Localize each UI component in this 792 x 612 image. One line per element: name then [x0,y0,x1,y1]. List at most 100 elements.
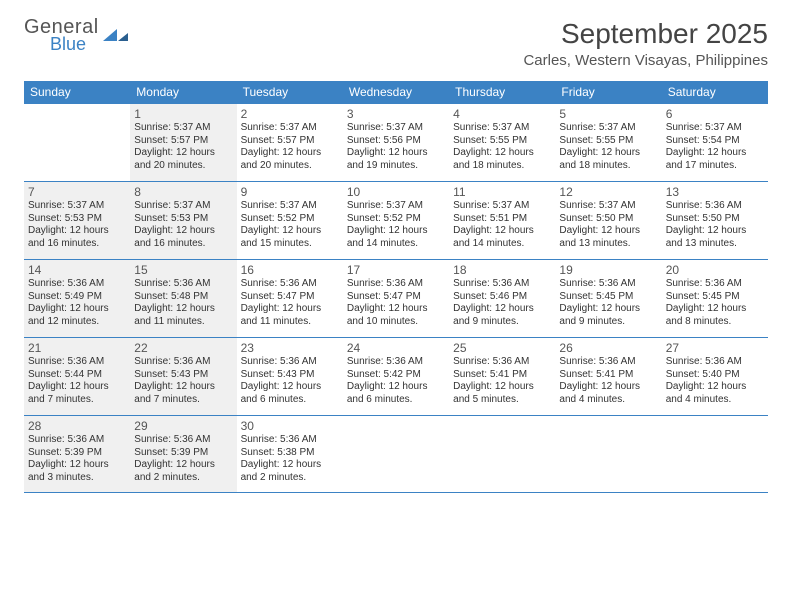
day-number: 15 [134,263,232,277]
calendar-cell: 14Sunrise: 5:36 AMSunset: 5:49 PMDayligh… [24,259,130,337]
calendar-cell: 9Sunrise: 5:37 AMSunset: 5:52 PMDaylight… [237,181,343,259]
weekday-header: Tuesday [237,81,343,103]
calendar-cell: 4Sunrise: 5:37 AMSunset: 5:55 PMDaylight… [449,103,555,181]
day-info: Sunrise: 5:36 AMSunset: 5:45 PMDaylight:… [666,278,764,328]
day-info: Sunrise: 5:36 AMSunset: 5:50 PMDaylight:… [666,200,764,250]
brand-line-2: Blue [24,36,86,52]
calendar-cell: 19Sunrise: 5:36 AMSunset: 5:45 PMDayligh… [555,259,661,337]
day-info: Sunrise: 5:37 AMSunset: 5:55 PMDaylight:… [559,122,657,172]
day-number: 30 [241,419,339,433]
day-info: Sunrise: 5:36 AMSunset: 5:43 PMDaylight:… [134,356,232,406]
day-info: Sunrise: 5:36 AMSunset: 5:38 PMDaylight:… [241,434,339,484]
day-number: 7 [28,185,126,199]
day-info: Sunrise: 5:36 AMSunset: 5:45 PMDaylight:… [559,278,657,328]
calendar-cell: 5Sunrise: 5:37 AMSunset: 5:55 PMDaylight… [555,103,661,181]
day-number: 14 [28,263,126,277]
day-number: 17 [347,263,445,277]
day-number: 13 [666,185,764,199]
day-number: 11 [453,185,551,199]
calendar-cell: 18Sunrise: 5:36 AMSunset: 5:46 PMDayligh… [449,259,555,337]
calendar-cell: 22Sunrise: 5:36 AMSunset: 5:43 PMDayligh… [130,337,236,415]
day-info: Sunrise: 5:36 AMSunset: 5:39 PMDaylight:… [28,434,126,484]
day-number: 19 [559,263,657,277]
day-info: Sunrise: 5:36 AMSunset: 5:47 PMDaylight:… [241,278,339,328]
weekday-header-row: SundayMondayTuesdayWednesdayThursdayFrid… [24,81,768,103]
weekday-header: Thursday [449,81,555,103]
calendar-cell: 11Sunrise: 5:37 AMSunset: 5:51 PMDayligh… [449,181,555,259]
calendar-cell: 23Sunrise: 5:36 AMSunset: 5:43 PMDayligh… [237,337,343,415]
weekday-header: Wednesday [343,81,449,103]
day-number: 10 [347,185,445,199]
calendar-cell [555,415,661,493]
calendar-cell: 21Sunrise: 5:36 AMSunset: 5:44 PMDayligh… [24,337,130,415]
calendar-cell: 30Sunrise: 5:36 AMSunset: 5:38 PMDayligh… [237,415,343,493]
calendar-cell: 7Sunrise: 5:37 AMSunset: 5:53 PMDaylight… [24,181,130,259]
day-info: Sunrise: 5:36 AMSunset: 5:41 PMDaylight:… [559,356,657,406]
day-number: 2 [241,107,339,121]
day-number: 21 [28,341,126,355]
weekday-header: Friday [555,81,661,103]
day-info: Sunrise: 5:37 AMSunset: 5:54 PMDaylight:… [666,122,764,172]
calendar-cell: 6Sunrise: 5:37 AMSunset: 5:54 PMDaylight… [662,103,768,181]
weekday-header: Saturday [662,81,768,103]
calendar-cell [662,415,768,493]
day-info: Sunrise: 5:36 AMSunset: 5:48 PMDaylight:… [134,278,232,328]
day-info: Sunrise: 5:36 AMSunset: 5:41 PMDaylight:… [453,356,551,406]
day-info: Sunrise: 5:37 AMSunset: 5:57 PMDaylight:… [134,122,232,172]
weekday-header: Monday [130,81,236,103]
day-number: 18 [453,263,551,277]
calendar-cell: 2Sunrise: 5:37 AMSunset: 5:57 PMDaylight… [237,103,343,181]
day-info: Sunrise: 5:36 AMSunset: 5:40 PMDaylight:… [666,356,764,406]
day-number: 12 [559,185,657,199]
calendar-cell: 26Sunrise: 5:36 AMSunset: 5:41 PMDayligh… [555,337,661,415]
day-info: Sunrise: 5:36 AMSunset: 5:39 PMDaylight:… [134,434,232,484]
day-info: Sunrise: 5:36 AMSunset: 5:44 PMDaylight:… [28,356,126,406]
day-number: 29 [134,419,232,433]
day-number: 22 [134,341,232,355]
calendar-cell [343,415,449,493]
day-number: 5 [559,107,657,121]
day-number: 27 [666,341,764,355]
day-number: 4 [453,107,551,121]
day-number: 20 [666,263,764,277]
day-info: Sunrise: 5:37 AMSunset: 5:51 PMDaylight:… [453,200,551,250]
day-info: Sunrise: 5:37 AMSunset: 5:53 PMDaylight:… [134,200,232,250]
day-info: Sunrise: 5:36 AMSunset: 5:47 PMDaylight:… [347,278,445,328]
calendar-cell: 13Sunrise: 5:36 AMSunset: 5:50 PMDayligh… [662,181,768,259]
calendar-cell: 20Sunrise: 5:36 AMSunset: 5:45 PMDayligh… [662,259,768,337]
calendar-cell: 25Sunrise: 5:36 AMSunset: 5:41 PMDayligh… [449,337,555,415]
brand-text: General Blue [24,18,99,52]
day-number: 9 [241,185,339,199]
day-info: Sunrise: 5:36 AMSunset: 5:49 PMDaylight:… [28,278,126,328]
location-subtitle: Carles, Western Visayas, Philippines [523,52,768,69]
day-number: 3 [347,107,445,121]
day-number: 26 [559,341,657,355]
calendar: SundayMondayTuesdayWednesdayThursdayFrid… [24,81,768,493]
day-info: Sunrise: 5:37 AMSunset: 5:50 PMDaylight:… [559,200,657,250]
day-info: Sunrise: 5:36 AMSunset: 5:42 PMDaylight:… [347,356,445,406]
calendar-cell: 29Sunrise: 5:36 AMSunset: 5:39 PMDayligh… [130,415,236,493]
calendar-cell: 1Sunrise: 5:37 AMSunset: 5:57 PMDaylight… [130,103,236,181]
calendar-cell: 17Sunrise: 5:36 AMSunset: 5:47 PMDayligh… [343,259,449,337]
brand-mark-icon [103,23,129,48]
day-info: Sunrise: 5:37 AMSunset: 5:57 PMDaylight:… [241,122,339,172]
calendar-body: 1Sunrise: 5:37 AMSunset: 5:57 PMDaylight… [24,103,768,493]
day-number: 28 [28,419,126,433]
day-number: 1 [134,107,232,121]
day-number: 23 [241,341,339,355]
weekday-header: Sunday [24,81,130,103]
calendar-cell: 28Sunrise: 5:36 AMSunset: 5:39 PMDayligh… [24,415,130,493]
header: General Blue September 2025 Carles, West… [24,18,768,69]
calendar-cell: 10Sunrise: 5:37 AMSunset: 5:52 PMDayligh… [343,181,449,259]
day-info: Sunrise: 5:37 AMSunset: 5:55 PMDaylight:… [453,122,551,172]
day-info: Sunrise: 5:36 AMSunset: 5:43 PMDaylight:… [241,356,339,406]
calendar-cell: 8Sunrise: 5:37 AMSunset: 5:53 PMDaylight… [130,181,236,259]
brand-logo: General Blue [24,18,129,52]
calendar-cell: 12Sunrise: 5:37 AMSunset: 5:50 PMDayligh… [555,181,661,259]
day-info: Sunrise: 5:36 AMSunset: 5:46 PMDaylight:… [453,278,551,328]
calendar-cell [24,103,130,181]
calendar-cell: 27Sunrise: 5:36 AMSunset: 5:40 PMDayligh… [662,337,768,415]
title-block: September 2025 Carles, Western Visayas, … [523,18,768,69]
calendar-cell: 15Sunrise: 5:36 AMSunset: 5:48 PMDayligh… [130,259,236,337]
calendar-cell: 16Sunrise: 5:36 AMSunset: 5:47 PMDayligh… [237,259,343,337]
